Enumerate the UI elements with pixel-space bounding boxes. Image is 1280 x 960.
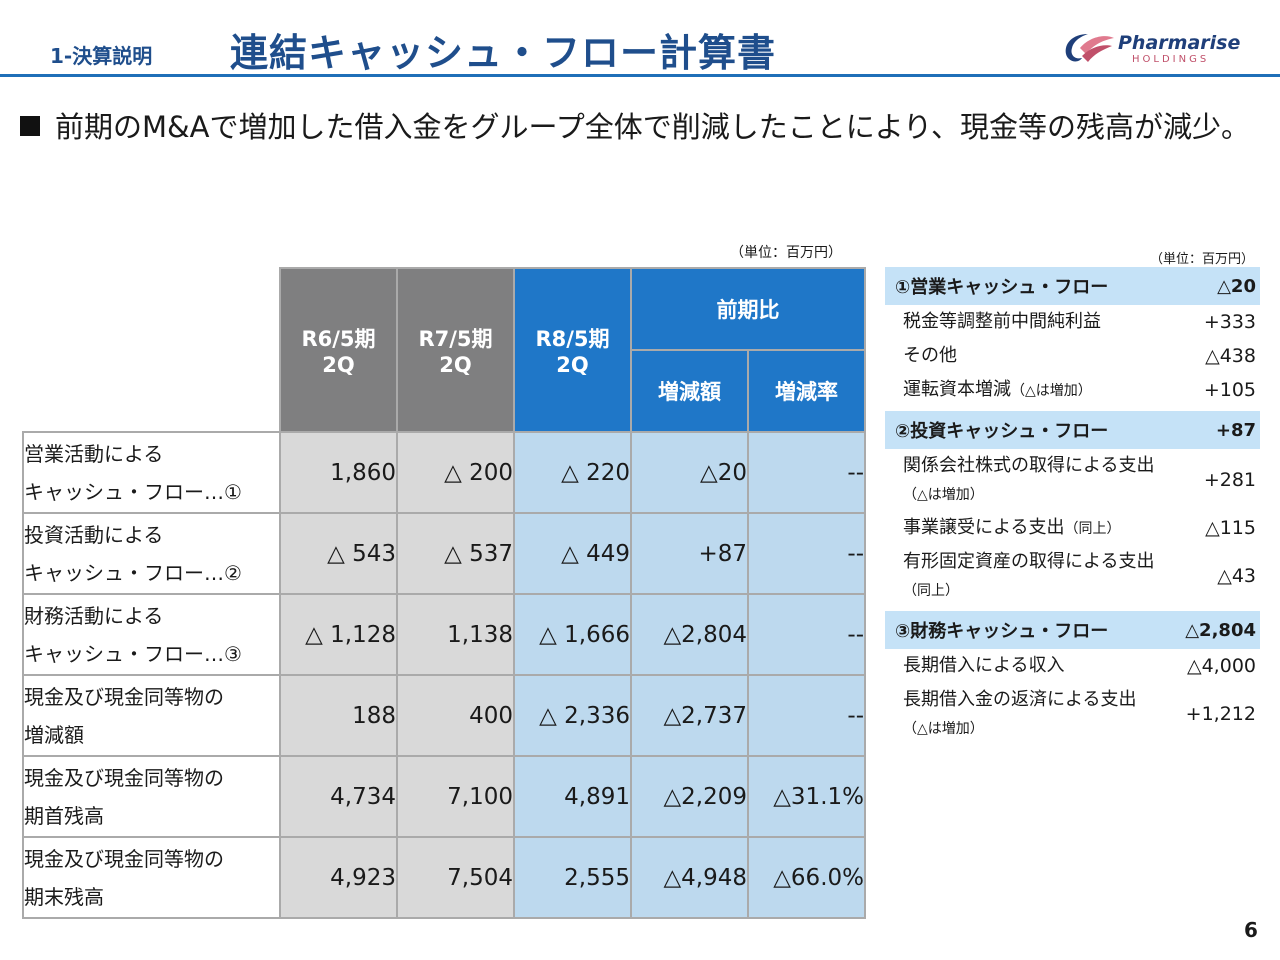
bullet-square-icon	[20, 116, 40, 136]
cell-value: △31.1%	[747, 755, 866, 838]
cell-value: --	[747, 593, 866, 676]
table-row: 営業活動による キャッシュ・フロー…① 1,860 △ 200 △ 220 △20…	[22, 431, 866, 514]
cell-value: 7,100	[396, 755, 515, 838]
logo-subtitle: HOLDINGS	[1132, 54, 1210, 65]
table-row: 現金及び現金同等物の 期首残高 4,734 7,100 4,891 △2,209 …	[22, 755, 866, 838]
col-header-r8: R8/5期 2Q	[513, 267, 632, 433]
row-label: 財務活動による キャッシュ・フロー…③	[22, 593, 281, 676]
cell-value: △ 200	[396, 431, 515, 514]
list-item: 運転資本増減（△は増加） +105	[903, 378, 1256, 402]
unit-note-panel: （単位：百万円）	[1150, 252, 1255, 267]
list-item: 長期借入金の返済による支出 （△は増加） +1,212	[903, 688, 1256, 737]
cell-value: △ 220	[513, 431, 632, 514]
list-item: 事業譲受による支出（同上） △115	[903, 516, 1256, 540]
list-item: 関係会社株式の取得による支出 （△は増加） +281	[903, 454, 1256, 503]
cell-value: △ 1,666	[513, 593, 632, 676]
cell-value: △ 543	[279, 512, 398, 595]
cell-value: +87	[630, 512, 749, 595]
operating-cf-header: ①営業キャッシュ・フロー △20	[885, 267, 1260, 305]
col-header-yoy: 前期比	[630, 267, 866, 351]
cell-value: 4,891	[513, 755, 632, 838]
cell-value: △66.0%	[747, 836, 866, 919]
cell-value: △2,737	[630, 674, 749, 757]
list-item: 長期借入による収入 △4,000	[903, 655, 1256, 677]
row-label: 現金及び現金同等物の 増減額	[22, 674, 281, 757]
cell-value: 7,504	[396, 836, 515, 919]
cell-value: △ 2,336	[513, 674, 632, 757]
cell-value: △2,804	[630, 593, 749, 676]
page-number: 6	[1244, 918, 1258, 942]
row-label: 営業活動による キャッシュ・フロー…①	[22, 431, 281, 514]
cell-value: 4,734	[279, 755, 398, 838]
table-row: 現金及び現金同等物の 期末残高 4,923 7,504 2,555 △4,948 …	[22, 836, 866, 919]
col-header-change-amount: 増減額	[630, 349, 749, 433]
table-row: 財務活動による キャッシュ・フロー…③ △ 1,128 1,138 △ 1,666…	[22, 593, 866, 676]
table-row: 現金及び現金同等物の 増減額 188 400 △ 2,336 △2,737 --	[22, 674, 866, 757]
list-item: その他 △438	[903, 345, 1256, 367]
cell-value: 4,923	[279, 836, 398, 919]
logo-mark-icon	[1065, 34, 1114, 62]
cell-value: 2,555	[513, 836, 632, 919]
col-header-change-rate: 増減率	[747, 349, 866, 433]
cell-value: --	[747, 431, 866, 514]
list-item: 有形固定資産の取得による支出 （同上） △43	[903, 550, 1256, 599]
company-logo: Pharmarise HOLDINGS	[1060, 28, 1260, 68]
cash-flow-table: R6/5期 2Q R7/5期 2Q R8/5期 2Q 前期比 増減額 増減率 営業活動…	[22, 267, 866, 919]
breakdown-panel: ①営業キャッシュ・フロー △20 税金等調整前中間純利益 +333 その他 △438 …	[885, 267, 1260, 745]
col-header-r6: R6/5期 2Q	[279, 267, 398, 433]
cell-value: 1,860	[279, 431, 398, 514]
cell-value: △2,209	[630, 755, 749, 838]
row-label: 現金及び現金同等物の 期末残高	[22, 836, 281, 919]
cell-value: --	[747, 674, 866, 757]
table-row: 投資活動による キャッシュ・フロー…② △ 543 △ 537 △ 449 +87…	[22, 512, 866, 595]
row-label: 現金及び現金同等物の 期首残高	[22, 755, 281, 838]
cell-value: 400	[396, 674, 515, 757]
table-corner	[23, 268, 280, 432]
cell-value: △ 537	[396, 512, 515, 595]
cell-value: △ 1,128	[279, 593, 398, 676]
unit-note-table: （単位：百万円）	[730, 245, 842, 261]
cell-value: △ 449	[513, 512, 632, 595]
title-divider	[0, 74, 1280, 77]
financing-cf-header: ③財務キャッシュ・フロー △2,804	[885, 611, 1260, 649]
list-item: 税金等調整前中間純利益 +333	[903, 311, 1256, 333]
logo-name: Pharmarise	[1118, 32, 1241, 54]
investing-cf-header: ②投資キャッシュ・フロー +87	[885, 411, 1260, 449]
cell-value: --	[747, 512, 866, 595]
page-title: 連結キャッシュ・フロー計算書	[230, 31, 777, 75]
lead-text: 前期のM&Aで増加した借入金をグループ全体で削減したことにより、現金等の残高が減…	[55, 110, 1250, 144]
col-header-r7: R7/5期 2Q	[396, 267, 515, 433]
section-label: 1-決算説明	[50, 44, 153, 68]
cell-value: △20	[630, 431, 749, 514]
row-label: 投資活動による キャッシュ・フロー…②	[22, 512, 281, 595]
cell-value: 1,138	[396, 593, 515, 676]
cell-value: △4,948	[630, 836, 749, 919]
cell-value: 188	[279, 674, 398, 757]
